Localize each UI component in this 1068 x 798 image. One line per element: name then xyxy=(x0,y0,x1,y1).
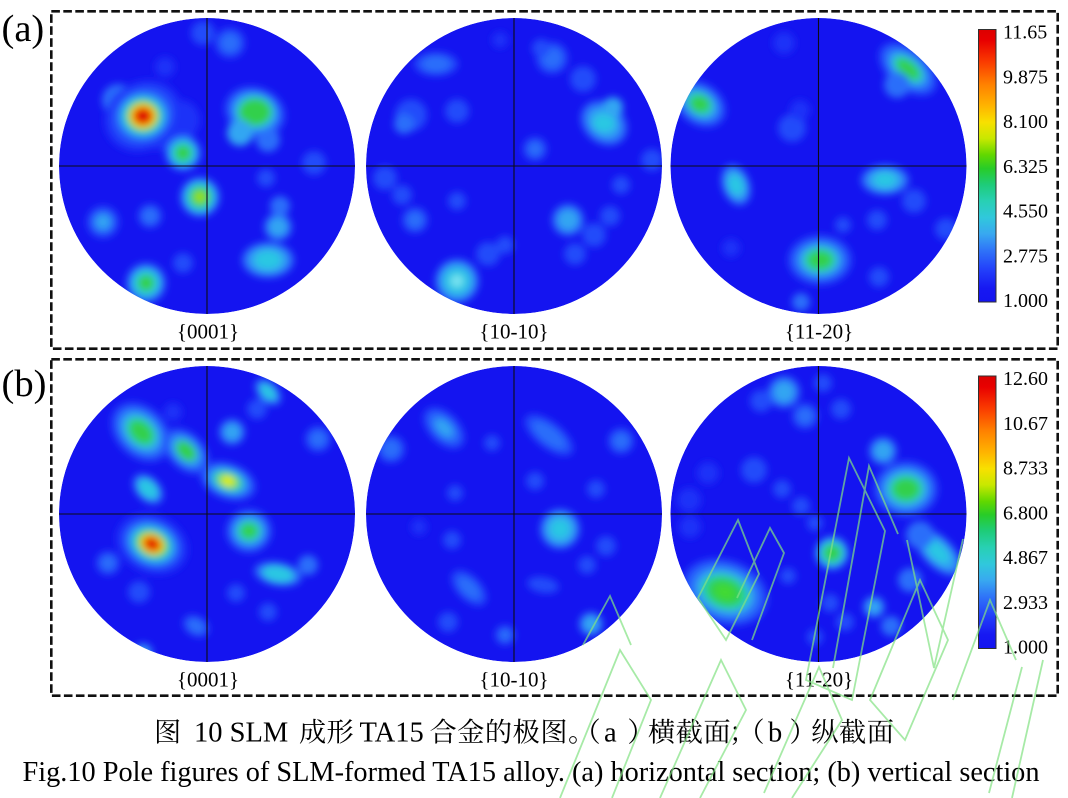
svg-text:(b): (b) xyxy=(2,363,47,405)
svg-text:{0001}: {0001} xyxy=(177,320,239,344)
svg-text:12.60: 12.60 xyxy=(1003,368,1048,390)
svg-text:2.933: 2.933 xyxy=(1003,592,1048,614)
svg-text:1.000: 1.000 xyxy=(1003,637,1048,659)
svg-text:(a): (a) xyxy=(2,8,45,50)
svg-text:TA15: TA15 xyxy=(360,718,424,749)
svg-text:1.000: 1.000 xyxy=(1003,290,1048,312)
svg-text:6.325: 6.325 xyxy=(1003,156,1048,178)
svg-text:4.867: 4.867 xyxy=(1003,547,1048,569)
svg-text:8.733: 8.733 xyxy=(1003,458,1048,480)
svg-text:10 SLM: 10 SLM xyxy=(194,718,288,749)
svg-text:6.800: 6.800 xyxy=(1003,502,1048,524)
svg-text:{11-20}: {11-20} xyxy=(785,668,853,692)
svg-text:{0001}: {0001} xyxy=(177,668,239,692)
svg-text:b: b xyxy=(768,718,782,749)
svg-text:Fig.10 Pole figures of SLM-for: Fig.10 Pole figures of SLM-formed TA15 a… xyxy=(23,757,1040,788)
svg-text:9.875: 9.875 xyxy=(1003,66,1048,88)
svg-text:{10-10}: {10-10} xyxy=(479,668,548,692)
svg-text:8.100: 8.100 xyxy=(1003,111,1048,133)
svg-text:{10-10}: {10-10} xyxy=(479,320,548,344)
svg-text:10.67: 10.67 xyxy=(1003,413,1048,435)
svg-text:2.775: 2.775 xyxy=(1003,245,1048,267)
svg-text:{11-20}: {11-20} xyxy=(785,320,853,344)
svg-text:a: a xyxy=(604,718,617,749)
svg-text:4.550: 4.550 xyxy=(1003,201,1048,223)
svg-text:11.65: 11.65 xyxy=(1003,22,1047,44)
